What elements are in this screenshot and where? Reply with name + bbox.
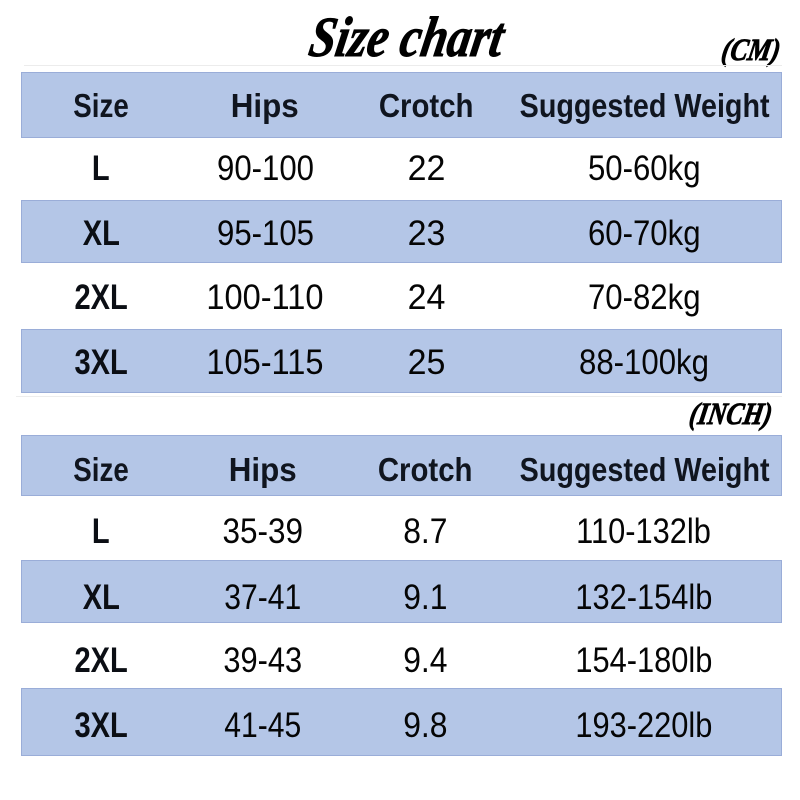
svg-text:Size chart: Size chart	[305, 6, 511, 69]
svg-text:(INCH): (INCH)	[687, 396, 775, 431]
svg-text:(CM): (CM)	[719, 32, 783, 67]
